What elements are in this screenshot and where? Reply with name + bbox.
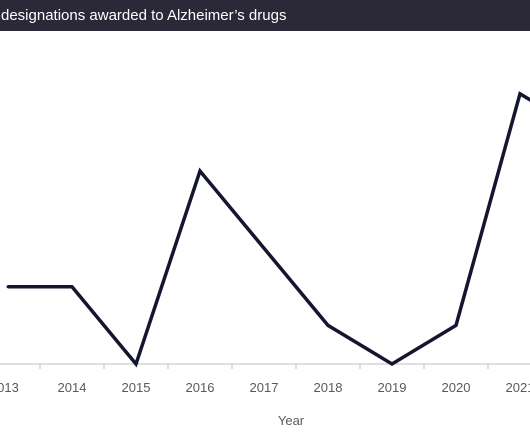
x-tick-label: 2019 (378, 380, 407, 395)
x-tick-label: 2017 (250, 380, 279, 395)
x-axis-ticks (39, 364, 489, 369)
x-tick-label: 2018 (314, 380, 343, 395)
data-point (6, 285, 10, 289)
data-point (454, 323, 458, 327)
x-tick-label: 2015 (122, 380, 151, 395)
chart-title-bar: designations awarded to Alzheimer’s drug… (0, 0, 530, 31)
data-point (70, 285, 74, 289)
x-tick-label: 013 (0, 380, 19, 395)
data-point (326, 323, 330, 327)
x-axis-tick-labels: 013 2014 2015 2016 2017 2018 2019 2020 2021 (0, 380, 530, 395)
x-tick-label: 2016 (186, 380, 215, 395)
data-point (390, 362, 394, 366)
data-point (262, 246, 266, 250)
series-line (8, 91, 530, 368)
data-point (518, 92, 522, 96)
x-tick-label: 2014 (58, 380, 87, 395)
x-tick-label: 2021 (506, 380, 530, 395)
chart-title: designations awarded to Alzheimer’s drug… (1, 7, 287, 24)
series-group (6, 91, 530, 368)
data-point (134, 362, 138, 366)
data-point (198, 169, 202, 173)
x-axis-title: Year (278, 413, 305, 428)
x-tick-label: 2020 (442, 380, 471, 395)
